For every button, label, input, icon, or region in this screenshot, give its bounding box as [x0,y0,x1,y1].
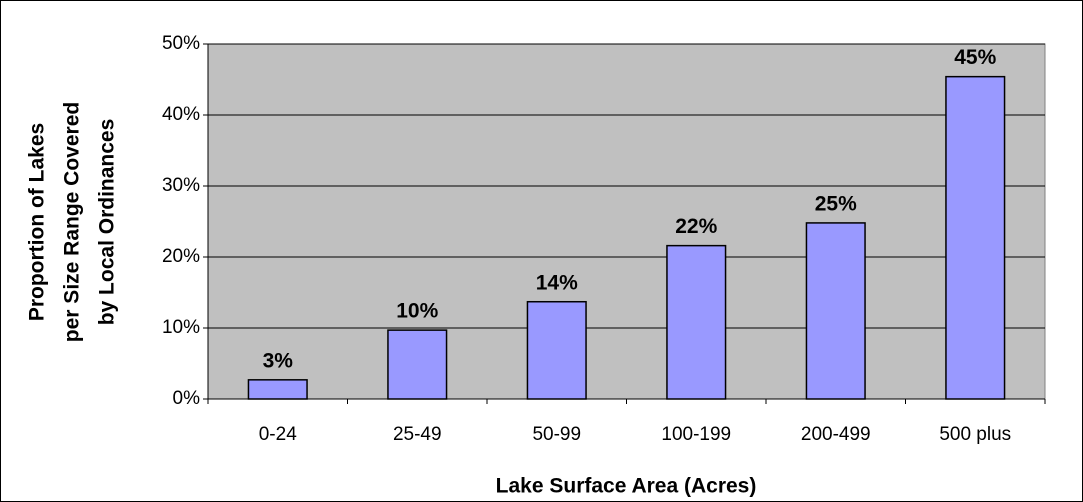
value-label: 25% [815,192,857,215]
bar [526,300,587,400]
bar [247,379,308,400]
x-tick-label: 200-499 [801,424,871,445]
plot-area [207,43,1046,400]
x-tick-label: 100-199 [661,424,731,445]
value-label: 14% [536,271,578,294]
y-axis-label: per Size Range Covered [61,102,84,342]
y-axis-label: by Local Ordinances [96,119,119,326]
x-tick-label: 500 plus [939,424,1011,445]
y-tick-label: 50% [162,33,200,54]
bar [805,222,866,400]
y-tick-label: 10% [162,317,200,338]
y-tick-label: 40% [162,104,200,125]
y-tick-label: 20% [162,246,200,267]
x-tick-label: 25-49 [393,424,442,445]
x-tick-label: 0-24 [259,424,297,445]
x-axis-label: Lake Surface Area (Acres) [496,475,757,498]
bar [387,329,448,400]
value-label: 45% [954,46,996,69]
value-label: 10% [396,300,438,323]
value-label: 22% [675,215,717,238]
bar [945,75,1006,400]
y-axis-label: Proportion of Lakes [26,123,49,321]
x-tick-label: 50-99 [532,424,581,445]
y-tick-label: 0% [173,388,201,409]
value-label: 3% [263,349,294,372]
y-tick-label: 30% [162,175,200,196]
bar [666,244,727,400]
